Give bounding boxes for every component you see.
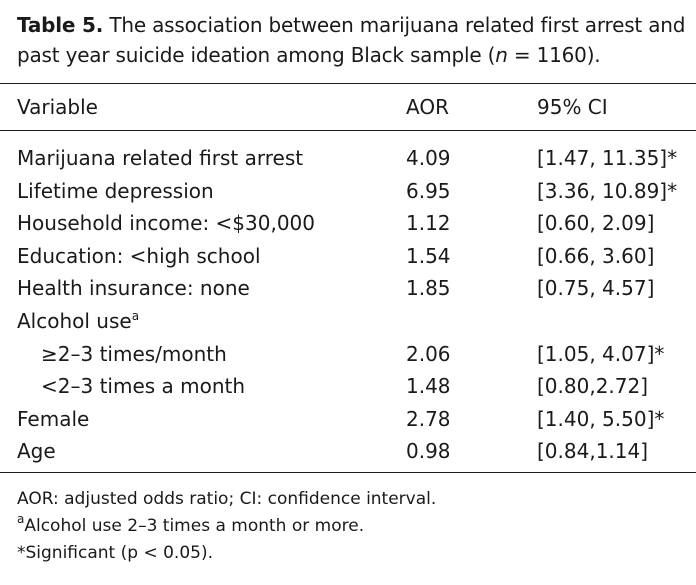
cell-ci: [1.47, 11.35]*	[537, 146, 678, 170]
variable-text: Lifetime depression	[17, 178, 214, 203]
table-caption: Table 5. The association between marijua…	[17, 10, 687, 70]
note-significance: *Significant (p < 0.05).	[17, 543, 213, 563]
header-aor: AOR	[406, 95, 449, 119]
cell-aor: 1.54	[406, 243, 451, 268]
variable-text: Education: <high school	[17, 243, 261, 268]
cell-aor: 1.12	[406, 211, 451, 236]
header-ci: 95% CI	[537, 95, 608, 119]
cell-aor: 0.98	[406, 439, 451, 464]
cell-ci: [3.36, 10.89]*	[537, 178, 678, 203]
footnote-a-text: Alcohol use 2–3 times a month or more.	[24, 516, 365, 536]
footnote-marker: a	[131, 308, 140, 323]
cell-variable: Lifetime depression	[17, 175, 214, 208]
table-notes: AOR: adjusted odds ratio; CI: confidence…	[17, 486, 436, 567]
cell-variable: Female	[17, 403, 89, 436]
table-row: Alcohol usea	[0, 305, 696, 338]
variable-text: ≥2–3 times/month	[41, 341, 227, 366]
cell-ci: [0.80,2.72]	[537, 374, 649, 399]
caption-n-symbol: n	[495, 43, 508, 67]
cell-variable: Education: <high school	[17, 240, 261, 273]
caption-text: The association between marijuana relate…	[17, 13, 686, 67]
variable-text: Female	[17, 406, 90, 431]
footnote-a-mark: a	[17, 512, 25, 526]
table-label: Table 5.	[17, 13, 104, 37]
note-abbreviations: AOR: adjusted odds ratio; CI: confidence…	[17, 489, 437, 509]
table-row: Lifetime depression 6.95 [3.36, 10.89]*	[0, 175, 696, 208]
table-row: Household income: <$30,000 1.12 [0.60, 2.0…	[0, 207, 696, 240]
cell-variable: Alcohol usea	[17, 305, 139, 338]
cell-variable: <2–3 times a month	[41, 370, 245, 403]
header-rule	[0, 130, 696, 131]
cell-ci: [1.40, 5.50]*	[537, 406, 665, 431]
table-row: Education: <high school 1.54 [0.66, 3.60]	[0, 240, 696, 273]
variable-text: Alcohol use	[17, 308, 132, 333]
cell-variable: Marijuana related first arrest	[17, 142, 303, 175]
table-row: Female 2.78 [1.40, 5.50]*	[0, 403, 696, 436]
variable-text: Household income: <$30,000	[17, 211, 316, 236]
cell-variable: Health insurance: none	[17, 272, 250, 305]
table-row: <2–3 times a month 1.48 [0.80,2.72]	[0, 370, 696, 403]
table-row: ≥2–3 times/month 2.06 [1.05, 4.07]*	[0, 338, 696, 371]
cell-variable: Household income: <$30,000	[17, 207, 315, 240]
top-rule	[0, 83, 696, 84]
variable-text: <2–3 times a month	[41, 374, 246, 399]
variable-text: Marijuana related first arrest	[17, 146, 304, 170]
cell-aor: 2.06	[406, 341, 451, 366]
cell-ci: [1.05, 4.07]*	[537, 341, 665, 366]
table-row: Health insurance: none 1.85 [0.75, 4.57]	[0, 272, 696, 305]
table-row: Marijuana related first arrest 4.09 [1.47,…	[0, 142, 696, 175]
variable-text: Age	[17, 439, 56, 464]
cell-ci: [0.84,1.14]	[537, 439, 649, 464]
header-variable: Variable	[17, 95, 98, 119]
bottom-rule	[0, 472, 696, 473]
table-body: Marijuana related first arrest 4.09 [1.47,…	[0, 142, 696, 468]
cell-ci: [0.60, 2.09]	[537, 211, 655, 236]
cell-aor: 4.09	[406, 146, 451, 170]
cell-aor: 1.85	[406, 276, 451, 301]
cell-aor: 6.95	[406, 178, 451, 203]
cell-variable: Age	[17, 435, 56, 468]
cell-ci: [0.66, 3.60]	[537, 243, 655, 268]
caption-n-value: = 1160).	[507, 43, 601, 67]
note-footnote-a: aAlcohol use 2–3 times a month or more.	[17, 513, 436, 540]
cell-aor: 1.48	[406, 374, 451, 399]
cell-variable: ≥2–3 times/month	[41, 338, 227, 371]
variable-text: Health insurance: none	[17, 276, 250, 301]
cell-aor: 2.78	[406, 406, 451, 431]
cell-ci: [0.75, 4.57]	[537, 276, 655, 301]
table-row: Age 0.98 [0.84,1.14]	[0, 435, 696, 468]
